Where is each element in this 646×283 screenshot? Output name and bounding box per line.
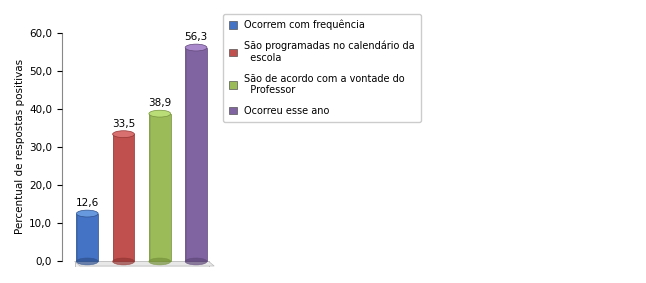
- Ellipse shape: [76, 258, 98, 265]
- Ellipse shape: [149, 258, 171, 265]
- Legend: Ocorrem com frequência, São programadas no calendário da
  escola, São de acordo: Ocorrem com frequência, São programadas …: [223, 14, 421, 122]
- Bar: [185, 48, 207, 261]
- Ellipse shape: [112, 131, 134, 138]
- Bar: [149, 114, 151, 261]
- Ellipse shape: [185, 258, 207, 265]
- Bar: [74, 261, 209, 271]
- Ellipse shape: [112, 258, 134, 265]
- Y-axis label: Percentual de respostas positivas: Percentual de respostas positivas: [15, 59, 25, 234]
- Text: 33,5: 33,5: [112, 119, 135, 129]
- Bar: [112, 134, 134, 261]
- Text: 38,9: 38,9: [148, 98, 171, 108]
- Ellipse shape: [149, 110, 171, 117]
- Bar: [112, 134, 114, 261]
- Bar: [76, 214, 98, 261]
- Ellipse shape: [76, 210, 98, 217]
- Bar: [149, 114, 171, 261]
- Ellipse shape: [185, 44, 207, 51]
- Bar: [76, 214, 78, 261]
- Text: 12,6: 12,6: [76, 198, 99, 208]
- Polygon shape: [74, 261, 214, 266]
- Bar: [185, 48, 187, 261]
- Text: 56,3: 56,3: [184, 32, 207, 42]
